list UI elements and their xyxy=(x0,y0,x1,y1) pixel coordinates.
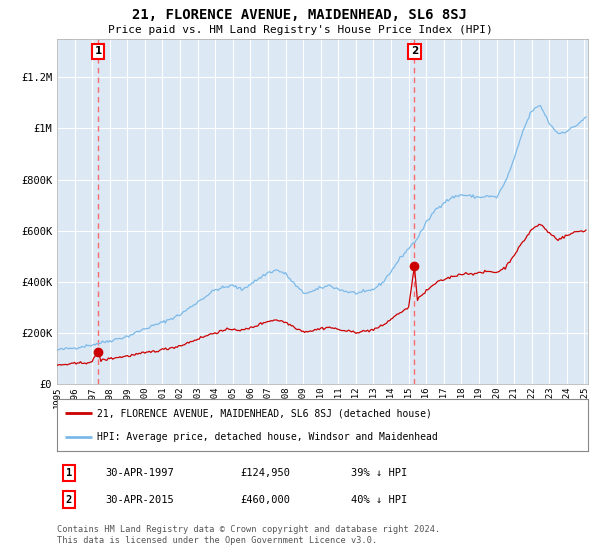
Text: 30-APR-2015: 30-APR-2015 xyxy=(105,494,174,505)
Text: 21, FLORENCE AVENUE, MAIDENHEAD, SL6 8SJ: 21, FLORENCE AVENUE, MAIDENHEAD, SL6 8SJ xyxy=(133,8,467,22)
Text: £124,950: £124,950 xyxy=(240,468,290,478)
Text: 30-APR-1997: 30-APR-1997 xyxy=(105,468,174,478)
Text: Contains HM Land Registry data © Crown copyright and database right 2024.
This d: Contains HM Land Registry data © Crown c… xyxy=(57,525,440,545)
Text: 40% ↓ HPI: 40% ↓ HPI xyxy=(351,494,407,505)
Text: 2: 2 xyxy=(411,46,418,56)
Text: 1: 1 xyxy=(66,468,72,478)
Text: 21, FLORENCE AVENUE, MAIDENHEAD, SL6 8SJ (detached house): 21, FLORENCE AVENUE, MAIDENHEAD, SL6 8SJ… xyxy=(97,408,432,418)
Text: £460,000: £460,000 xyxy=(240,494,290,505)
Text: 1: 1 xyxy=(94,46,101,56)
Text: 2: 2 xyxy=(66,494,72,505)
Text: 39% ↓ HPI: 39% ↓ HPI xyxy=(351,468,407,478)
Text: HPI: Average price, detached house, Windsor and Maidenhead: HPI: Average price, detached house, Wind… xyxy=(97,432,437,442)
Text: Price paid vs. HM Land Registry's House Price Index (HPI): Price paid vs. HM Land Registry's House … xyxy=(107,25,493,35)
